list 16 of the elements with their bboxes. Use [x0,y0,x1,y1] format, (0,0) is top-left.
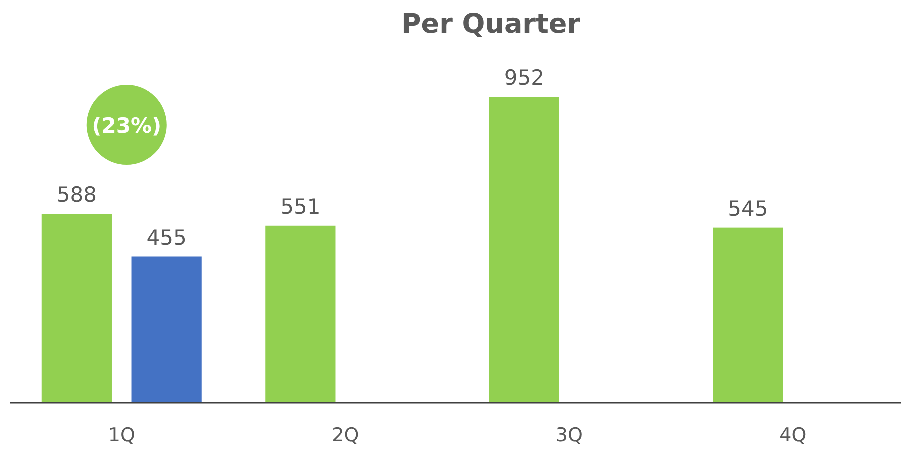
annotation: (23%) [92,114,162,138]
x-tick-label: 2Q [332,424,360,446]
bar [489,97,560,403]
x-tick-label: 1Q [108,424,136,446]
data-label: 455 [146,226,187,250]
x-tick-label: 4Q [780,424,807,446]
x-tick-label: 3Q [556,424,583,446]
data-label: 551 [280,194,321,219]
bar [266,226,336,403]
bar [42,214,112,403]
bar [713,228,784,403]
chart-title: Per Quarter [401,9,582,40]
data-label: 588 [56,183,97,207]
data-label: 952 [504,66,544,90]
bar [132,256,202,403]
data-label: 545 [728,196,768,221]
